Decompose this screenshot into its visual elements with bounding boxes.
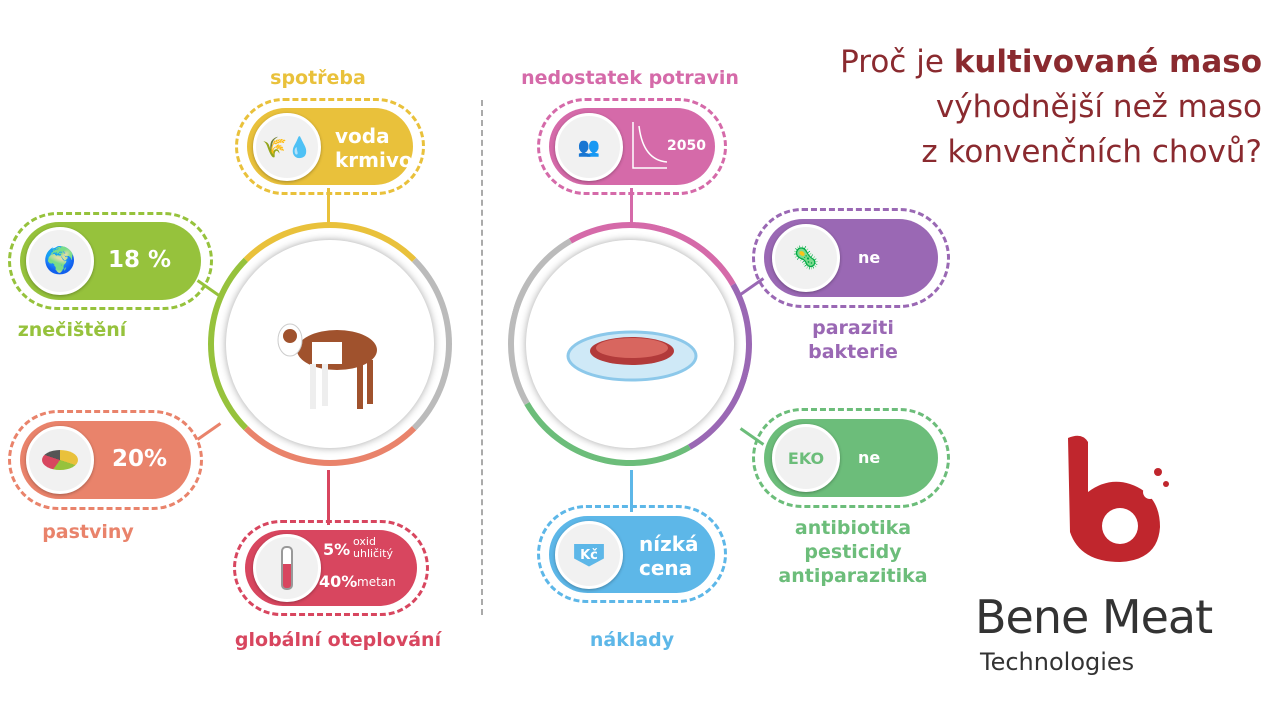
dashed-outline [235,98,425,195]
bene-meat-logo-icon [1068,435,1169,562]
dashed-outline [233,520,429,616]
label-pesticidy: pesticidy [804,541,902,563]
pill-parasites: 🦠 ne [764,219,938,297]
pill-text: voda krmivo [335,124,413,172]
cow-icon [277,323,377,409]
title-text: Proč je [840,44,954,80]
methane-value: 40% [319,572,358,591]
text-nizka: nízká [639,532,699,556]
title-line3: z konvenčních chovů? [921,134,1262,170]
pie-chart-icon [26,426,94,494]
text-voda: voda [335,124,390,148]
dashed-outline [537,505,727,603]
dashed-outline [752,208,950,308]
left-ring [208,222,452,466]
connector-warming [327,470,330,525]
pill-pollution: 🌍 18 % [20,222,201,300]
label-antibiotika: antibiotika [794,517,912,539]
antibiotics-value: ne [858,448,881,467]
polluted-earth-icon: 🌍 [26,227,94,295]
parasites-value: ne [858,248,881,267]
pill-costs: Kč nízká cena [549,516,715,593]
label-pasture: pastviny [42,521,134,543]
label-spotreba: spotřeba [270,67,366,89]
decline-chart-icon [632,122,668,169]
dashed-outline [8,410,203,510]
pill-food: 👥 2050 [549,108,715,185]
text-cena: cena [639,556,693,580]
pasture-value: 20% [112,446,168,472]
hay-water-drop-icon: 🌾💧 [253,113,321,181]
pill-pasture: 20% [20,421,191,499]
page-title: Proč je kultivované maso výhodnější než … [840,40,1262,175]
title-bold: kultivované maso [953,44,1262,80]
currency-down-arrow-icon: Kč [555,521,623,589]
label-costs: náklady [589,629,675,651]
co2-label: oxid uhličitý [353,535,393,560]
methane-label: metan [357,575,396,589]
dashed-outline [537,98,727,195]
connector-spotreba [327,188,330,224]
label-pollution: znečištění [17,319,127,341]
pill-spotreba: 🌾💧 voda krmivo [247,108,413,185]
label-food: nedostatek potravin [521,67,739,89]
kc-badge: Kč [574,543,604,567]
people-icon: 👥 [555,113,623,181]
connector-costs [630,470,633,512]
microbes-icon: 🦠 [772,224,840,292]
logo-brand: Bene Meat [975,590,1213,644]
label-antibiotics: antibiotika pesticidy antiparazitika [778,516,927,588]
label-paraziti: paraziti [812,317,894,339]
text-krmivo: krmivo [335,148,413,172]
pill-warming: 5% oxid uhličitý 40% metan [245,530,417,606]
dashed-outline [752,408,950,508]
connector-food [630,188,633,224]
dashed-outline [8,212,213,310]
divider [481,100,483,615]
label-warming: globální oteplování [234,629,442,651]
pollution-value: 18 % [108,247,172,273]
connector-pasture [196,422,222,441]
food-year: 2050 [667,138,706,154]
pill-text: nízká cena [639,532,699,580]
label-antiparazitika: antiparazitika [778,565,928,587]
logo-sub: Technologies [980,648,1135,676]
co2-value: 5% [323,540,351,559]
title-line2: výhodnější než maso [935,89,1262,125]
pill-antibiotics: EKO ne [764,419,938,497]
petri-dish-meat-icon [566,330,698,382]
eko-badge: EKO [772,424,840,492]
label-parasites: paraziti bakterie [808,316,898,364]
label-bakterie: bakterie [808,341,898,363]
thermometer-icon [253,534,321,602]
